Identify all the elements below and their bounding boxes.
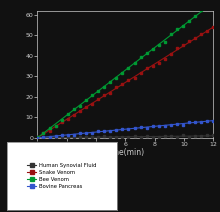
Legend: Human Synovial Fluid, Snake Venom, Bee Venom, Bovine Pancreas: Human Synovial Fluid, Snake Venom, Bee V… bbox=[26, 162, 97, 190]
X-axis label: Time(min): Time(min) bbox=[106, 148, 145, 157]
